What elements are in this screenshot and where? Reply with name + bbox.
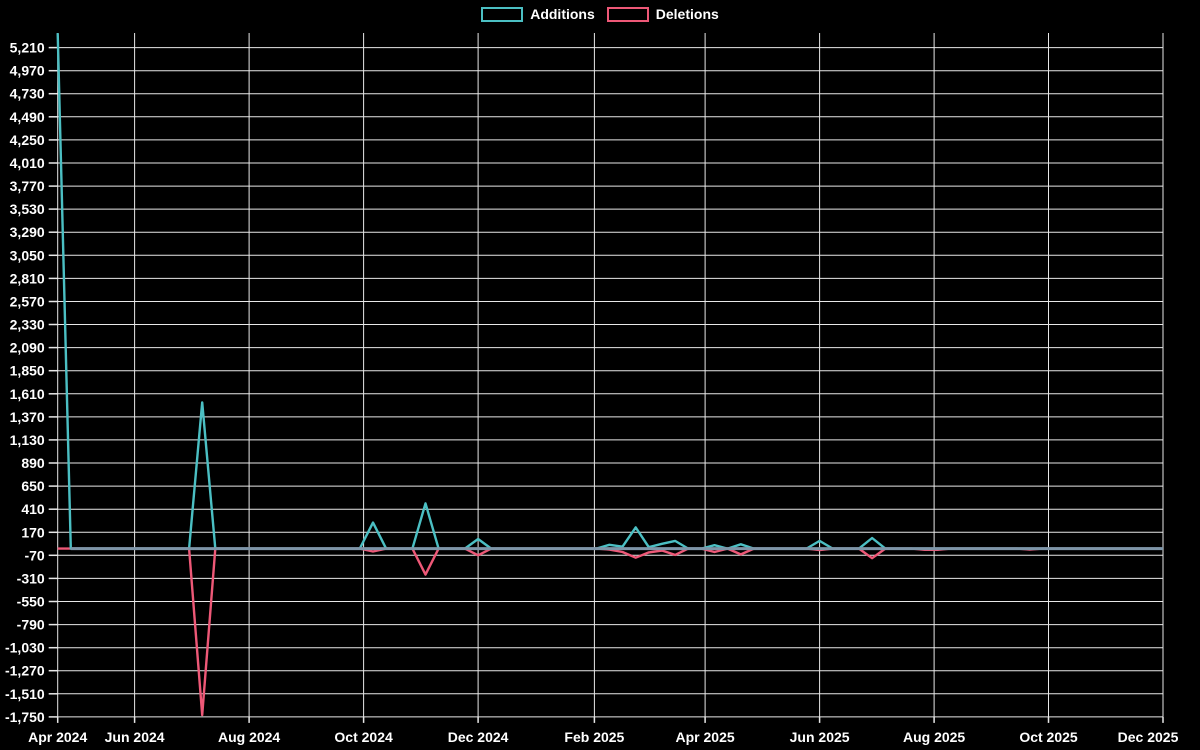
chart-legend: Additions Deletions	[0, 6, 1200, 22]
x-tick-label: Oct 2025	[1019, 729, 1078, 745]
y-tick-label: 170	[21, 524, 45, 540]
y-tick-label: 4,970	[10, 63, 45, 79]
y-tick-label: 1,850	[10, 363, 45, 379]
y-tick-label: 890	[21, 455, 45, 471]
x-tick-label: Dec 2025	[1118, 729, 1179, 745]
y-tick-label: 3,050	[10, 247, 45, 263]
y-tick-label: 2,090	[10, 340, 45, 356]
y-tick-label: -1,270	[5, 663, 45, 679]
y-tick-label: -310	[17, 570, 45, 586]
x-tick-label: Feb 2025	[564, 729, 624, 745]
y-tick-label: 4,250	[10, 132, 45, 148]
y-tick-label: 1,370	[10, 409, 45, 425]
y-tick-label: -790	[17, 617, 45, 633]
x-tick-label: Oct 2024	[334, 729, 393, 745]
legend-label-additions: Additions	[530, 6, 595, 22]
x-tick-label: Aug 2025	[903, 729, 965, 745]
deletions-line	[57, 547, 1162, 717]
x-tick-label: Jun 2025	[790, 729, 850, 745]
x-tick-label: Jun 2024	[105, 729, 165, 745]
y-tick-label: 4,730	[10, 86, 45, 102]
y-tick-label: 4,010	[10, 155, 45, 171]
y-tick-label: 5,210	[10, 40, 45, 56]
y-tick-label: 3,290	[10, 224, 45, 240]
y-tick-label: 1,130	[10, 432, 45, 448]
y-tick-label: -1,510	[5, 686, 45, 702]
legend-item-deletions[interactable]: Deletions	[606, 6, 719, 22]
y-tick-label: 410	[21, 501, 45, 517]
y-tick-label: -1,030	[5, 640, 45, 656]
y-tick-label: 3,770	[10, 178, 45, 194]
legend-item-additions[interactable]: Additions	[481, 6, 595, 22]
x-tick-label: Dec 2024	[448, 729, 509, 745]
additions-swatch-icon	[481, 6, 524, 22]
x-tick-label: Apr 2024	[28, 729, 87, 745]
x-tick-label: Aug 2024	[218, 729, 280, 745]
x-tick-label: Apr 2025	[676, 729, 735, 745]
y-tick-label: -1,750	[5, 709, 45, 725]
y-tick-label: 2,330	[10, 317, 45, 333]
y-tick-label: 4,490	[10, 109, 45, 125]
y-tick-label: 2,570	[10, 294, 45, 310]
y-tick-label: 650	[21, 478, 45, 494]
additions-line	[56, 33, 1162, 550]
y-tick-label: -550	[17, 594, 45, 610]
legend-label-deletions: Deletions	[655, 6, 719, 22]
deletions-swatch-icon	[606, 6, 649, 22]
y-tick-label: 2,810	[10, 270, 45, 286]
y-tick-label: 3,530	[10, 201, 45, 217]
y-tick-label: -70	[24, 547, 44, 563]
y-tick-label: 1,610	[10, 386, 45, 402]
